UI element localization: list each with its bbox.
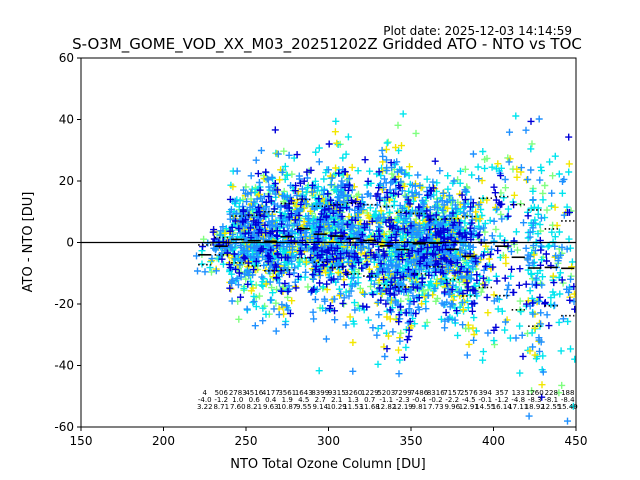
bin-std-label: 17.11 (508, 403, 528, 411)
bin-std-label: 15.40 (558, 403, 578, 411)
bin-std-label: 12.19 (393, 403, 413, 411)
bin-count-label: 1260 (526, 389, 544, 397)
bin-mean-label: 0.4 (265, 396, 277, 404)
bin-mean-label: -4.5 (462, 396, 476, 404)
x-tick-label: 200 (152, 434, 175, 448)
bin-count-label: 228 (545, 389, 558, 397)
bin-count-label: 7299 (394, 389, 412, 397)
chart-title: S-O3M_GOME_VOD_XX_M03_20251202Z Gridded … (72, 35, 582, 54)
bin-mean-label: 4.5 (298, 396, 309, 404)
bin-mean-label: 0.7 (364, 396, 375, 404)
bin-labels: 4-4.03.22506-1.28.7127831.07.6045160.68.… (197, 389, 578, 411)
bin-count-label: 133 (512, 389, 525, 397)
y-tick-label: 20 (59, 174, 74, 188)
bin-mean-label: 0.6 (249, 396, 261, 404)
bin-count-label: 9315 (328, 389, 346, 397)
y-tick-label: 60 (59, 51, 74, 65)
bin-statistics (198, 195, 575, 327)
bin-count-label: 394 (479, 389, 493, 397)
bin-count-label: 5203 (377, 389, 395, 397)
bin-std-label: 12.91 (459, 403, 479, 411)
plot-date: Plot date: 2025-12-03 14:14:59 (383, 24, 572, 38)
bin-mean-label: -8.3 (528, 396, 542, 404)
bin-std-label: 7.73 (428, 403, 444, 411)
x-tick-label: 450 (565, 434, 588, 448)
bin-mean-label: -1.2 (495, 396, 509, 404)
bin-mean-label: -2.2 (445, 396, 459, 404)
bin-count-label: 1229 (361, 389, 379, 397)
bin-count-label: 506 (215, 389, 229, 397)
bin-std-label: 9.55 (296, 403, 312, 411)
y-tick-label: -40 (54, 359, 74, 373)
bin-std-label: 7.60 (230, 403, 246, 411)
bin-mean-label: 2.7 (315, 396, 326, 404)
x-tick-label: 150 (70, 434, 93, 448)
bin-std-label: 10.29 (327, 403, 347, 411)
bin-mean-label: -0.1 (478, 396, 492, 404)
bin-count-label: 4 (203, 389, 208, 397)
x-tick-label: 400 (482, 434, 505, 448)
y-axis-label: ATO - NTO [DU] (21, 192, 36, 293)
bin-mean-label: -0.2 (429, 396, 443, 404)
x-axis: 150 200 250 300 350 400 450 (70, 427, 588, 448)
bin-std-label: 12.55 (541, 403, 561, 411)
bin-std-label: 16.14 (492, 403, 513, 411)
bin-mean-label: -2.3 (396, 396, 410, 404)
bin-std-label: 3.22 (197, 403, 213, 411)
bin-count-label: 4177 (262, 389, 280, 397)
y-tick-label: -60 (54, 420, 74, 434)
bin-std-label: 8.21 (246, 403, 262, 411)
bin-count-label: 3561 (278, 389, 296, 397)
bin-mean-label: -1.2 (214, 396, 228, 404)
bin-count-label: 2783 (229, 389, 247, 397)
bin-count-label: 1643 (295, 389, 313, 397)
bin-count-label: 188 (561, 389, 574, 397)
bin-mean-label: 1.3 (348, 396, 359, 404)
bin-mean-label: -4.0 (198, 396, 212, 404)
bin-mean-label: -8.4 (561, 396, 575, 404)
bin-count-label: 4516 (245, 389, 263, 397)
y-tick-label: 0 (66, 236, 74, 250)
x-tick-label: 350 (400, 434, 423, 448)
bin-mean-label: -4.8 (511, 396, 525, 404)
bin-std-label: 10.87 (277, 403, 297, 411)
bin-std-label: 11.68 (360, 403, 380, 411)
x-tick-label: 300 (317, 434, 340, 448)
bin-mean-label: -8.1 (544, 396, 558, 404)
bin-mean-label: 1.9 (282, 396, 293, 404)
bin-std-label: 9.81 (411, 403, 427, 411)
bin-std-label: 12.82 (376, 403, 396, 411)
bin-count-label: 8316 (427, 389, 445, 397)
y-axis: -60 -40 -20 0 20 40 60 (54, 51, 81, 434)
bin-count-label: 8399 (311, 389, 329, 397)
bin-std-label: 18.92 (525, 403, 545, 411)
x-axis-label: NTO Total Ozone Column [DU] (230, 457, 426, 472)
bin-count-label: 7157 (443, 389, 461, 397)
y-tick-label: -20 (54, 297, 74, 311)
bin-std-label: 9.63 (263, 403, 279, 411)
bin-mean-label: 1.0 (232, 396, 243, 404)
bin-count-label: 3260 (344, 389, 362, 397)
bin-std-label: 11.53 (343, 403, 363, 411)
bin-mean-label: 2.1 (331, 396, 342, 404)
x-tick-label: 250 (235, 434, 258, 448)
bin-count-label: 2576 (460, 389, 478, 397)
bin-std-label: 14.55 (475, 403, 495, 411)
bin-count-label: 357 (495, 389, 508, 397)
bin-std-label: 9.96 (444, 403, 460, 411)
bin-std-label: 9.14 (312, 403, 328, 411)
bin-mean-label: -1.1 (379, 396, 393, 404)
y-tick-label: 40 (59, 113, 74, 127)
bin-std-label: 8.71 (213, 403, 229, 411)
bin-mean-label: -0.4 (412, 396, 426, 404)
bin-count-label: 7486 (410, 389, 428, 397)
